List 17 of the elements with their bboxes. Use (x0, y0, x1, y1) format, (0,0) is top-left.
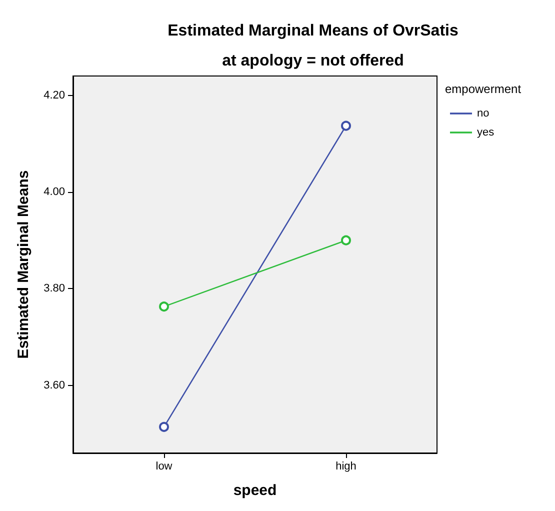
y-tick-label: 4.00 (44, 186, 65, 198)
x-tick-label: high (336, 460, 356, 472)
y-axis-title: Estimated Marginal Means (15, 170, 32, 359)
point (159, 302, 169, 312)
point (159, 422, 169, 432)
y-tick-label: 3.60 (44, 379, 65, 392)
point (341, 235, 351, 246)
point (341, 120, 351, 131)
chart-title: Estimated Marginal Means of OvrSatis (168, 22, 458, 40)
legend-label: no (477, 108, 490, 120)
x-axis-title: speed (233, 482, 277, 499)
x-tick-label: low (156, 460, 172, 472)
y-tick-label: 4.20 (44, 89, 65, 102)
legend-title: empowerment (445, 82, 522, 96)
chart-subtitle: at apology = not offered (222, 52, 404, 70)
y-tick-label: 3.80 (44, 282, 65, 295)
legend-label: yes (477, 126, 495, 138)
